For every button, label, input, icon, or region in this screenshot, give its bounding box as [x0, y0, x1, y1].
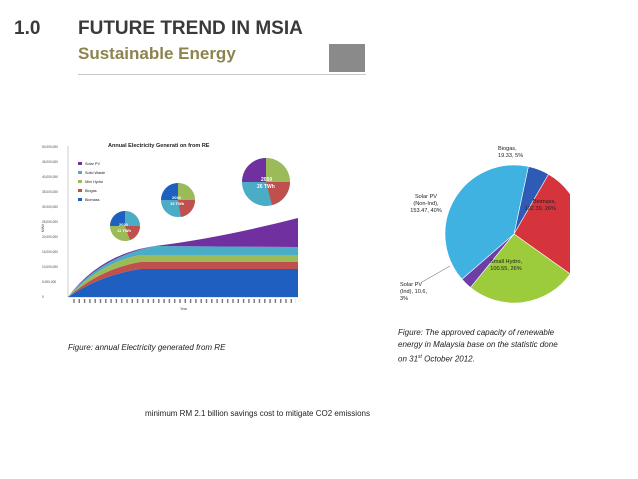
y-tick: 20,000,000: [42, 235, 58, 239]
page-subtitle: Sustainable Energy: [78, 44, 236, 63]
pie-label-biomass: Biomass,: [533, 199, 556, 205]
pie-labels: Biogas,19.33, 5% Biomass,102.39, 26% Small…: [400, 146, 556, 302]
pie-label-solar-ind: 3%: [400, 296, 408, 302]
section-number: 1.0: [14, 18, 41, 39]
pie-label-solar-ind: Solar PV: [400, 282, 422, 288]
pie-label-small-hydro: 100.55, 26%: [490, 266, 521, 272]
re-generation-chart: Annual Electricity Generati on from RE 5…: [40, 138, 306, 312]
pie-label-solar-non-ind: (Non-Ind),: [413, 201, 439, 207]
pie-label-biogas: 19.33, 5%: [498, 153, 523, 159]
caption-line: on 31: [398, 354, 419, 364]
pie-label-small-hydro: Small Hydro,: [490, 259, 522, 265]
y-tick: 50,000,000: [42, 145, 58, 149]
pie-label-solar-non-ind: Solar PV: [415, 194, 437, 200]
area-solid-waste: [68, 246, 298, 297]
x-tick-row: [70, 299, 296, 303]
caption-line: energy in Malaysia base on the statistic…: [398, 340, 558, 349]
y-axis-label: MWh: [41, 224, 45, 232]
pie-slice-biomass: [513, 173, 570, 275]
y-tick: 5,000,000: [42, 280, 56, 284]
area-mini-hydro: [68, 255, 298, 297]
pie-label-energy: 11 TWh: [117, 228, 132, 233]
area-biomass: [68, 269, 298, 297]
pie-label-year: 2030: [172, 195, 182, 200]
pie-2030: 2030 19 TWh: [161, 183, 196, 217]
pie-label-solar-non-ind: 153.47, 40%: [410, 208, 441, 214]
x-axis-label: Year: [180, 307, 188, 311]
area-solar-pv: [68, 218, 298, 297]
pie-label-biogas: Biogas,: [498, 146, 517, 152]
chart-title: Annual Electricity Generati on from RE: [108, 143, 210, 149]
legend-swatch: [78, 180, 82, 183]
legend-swatch: [78, 189, 82, 192]
pie-label-solar-ind: (Ind), 10.6,: [400, 289, 427, 295]
chart-legend: Solar PV Solid Waste Mini Hydro Biogas B…: [78, 162, 105, 202]
y-tick: 35,000,000: [42, 190, 58, 194]
figure-caption-left: Figure: annual Electricity generated fro…: [68, 343, 226, 352]
pie-label-year: 2050: [261, 177, 272, 183]
legend-swatch: [78, 198, 82, 201]
pie-label-energy: 19 TWh: [170, 201, 185, 206]
y-tick-labels: 50,000,000 45,000,000 40,000,000 35,000,…: [42, 145, 58, 299]
y-tick: 25,000,000: [42, 220, 58, 224]
pie-slice-solar-pv-non-ind: [444, 164, 529, 280]
decorative-block: [329, 44, 365, 72]
y-tick: 15,000,000: [42, 250, 58, 254]
figure-caption-right: Figure: The approved capacity of renewab…: [398, 327, 598, 366]
re-capacity-pie-chart: Biogas,19.33, 5% Biomass,102.39, 26% Small…: [400, 146, 570, 304]
y-tick: 10,000,000: [42, 265, 58, 269]
caption-superscript: st: [418, 354, 422, 360]
legend-label: Solar PV: [85, 162, 100, 166]
y-tick: 40,000,000: [42, 175, 58, 179]
x-tick-labels: [70, 299, 296, 303]
pie-2020: 2020 11 TWh: [110, 211, 140, 241]
footer-note: minimum RM 2.1 billion savings cost to m…: [145, 409, 370, 418]
legend-label: Biogas: [85, 189, 97, 193]
y-tick: 30,000,000: [42, 205, 58, 209]
caption-line: October 2012.: [421, 354, 475, 364]
caption-line: Figure: The approved capacity of renewab…: [398, 328, 555, 337]
area-biogas: [68, 262, 298, 297]
pie-2050: 2050 26 TWh: [242, 158, 290, 206]
pie-slices: [444, 164, 570, 304]
divider: [78, 74, 366, 75]
pie-label-year: 2020: [119, 222, 129, 227]
pie-label-biomass: 102.39, 26%: [525, 206, 556, 212]
pie-label-energy: 26 TWh: [257, 184, 275, 190]
legend-swatch: [78, 162, 82, 165]
legend-label: Solid Waste: [85, 171, 105, 175]
page-title: FUTURE TREND IN MSIA: [78, 18, 303, 39]
pie-slice-small-hydro: [470, 233, 570, 304]
legend-label: Mini Hydro: [85, 180, 103, 184]
legend-swatch: [78, 171, 82, 174]
y-tick: 0: [42, 295, 44, 299]
pie-leader-line: [421, 265, 451, 283]
legend-label: Biomass: [85, 198, 100, 202]
y-tick: 45,000,000: [42, 160, 58, 164]
